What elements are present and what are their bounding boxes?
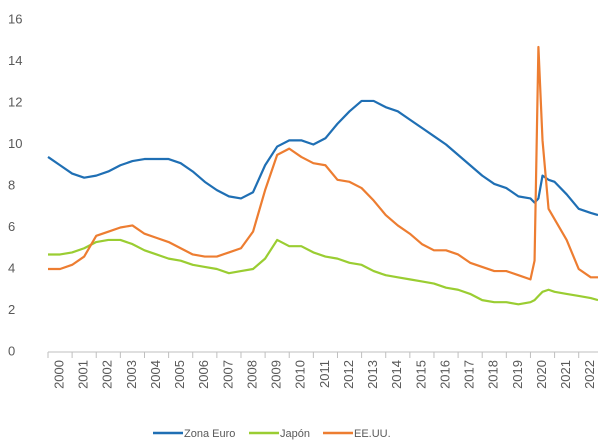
x-tick-label: 2011 [317,360,332,388]
y-tick-label: 14 [8,53,22,68]
legend-label: Japón [280,428,310,440]
x-tick-label: 2007 [220,360,235,389]
x-tick-label: 2001 [76,360,91,389]
y-tick-label: 6 [8,219,15,234]
x-tick-label: 2016 [437,360,452,389]
x-tick-label: 2009 [269,360,284,389]
x-tick-label: 2017 [462,360,477,389]
y-tick-label: 12 [8,94,22,109]
x-tick-label: 2005 [172,360,187,389]
y-tick-label: 8 [8,177,15,192]
x-tick-label: 2022 [582,360,597,389]
legend-label: EE.UU. [354,428,391,440]
legend-label: Zona Euro [184,428,235,440]
x-tick-label: 2013 [365,360,380,389]
x-tick-label: 2010 [293,360,308,389]
x-tick-label: 2008 [244,360,259,389]
x-tick-label: 2018 [486,360,501,389]
y-tick-label: 2 [8,302,15,317]
x-tick-label: 2014 [389,360,404,389]
x-tick-label: 2003 [124,360,139,389]
x-tick-label: 2021 [558,360,573,389]
y-tick-label: 0 [8,343,15,358]
x-tick-label: 2006 [196,360,211,389]
y-tick-label: 4 [8,260,15,275]
x-tick-label: 2002 [100,360,115,389]
y-tick-label: 10 [8,136,22,151]
x-tick-label: 2004 [148,360,163,389]
y-tick-label: 16 [8,11,22,26]
x-tick-label: 2015 [413,360,428,389]
x-tick-label: 2012 [341,360,356,389]
x-tick-label: 2019 [510,360,525,389]
series-line [48,238,598,306]
x-tick-label: 2000 [51,360,66,389]
series-line [47,99,598,217]
x-tick-label: 2020 [534,360,549,389]
series-line [48,45,598,281]
